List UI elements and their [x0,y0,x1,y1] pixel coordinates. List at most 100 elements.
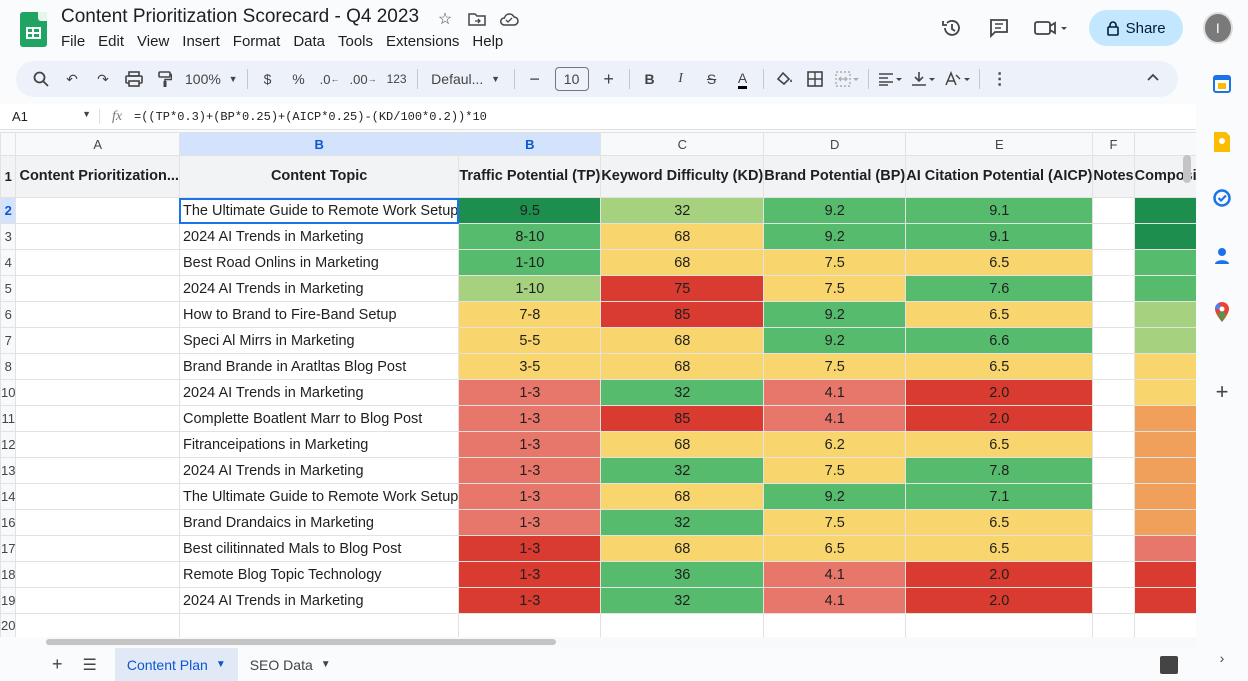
cell-aicp[interactable]: 2.0 [905,379,1094,406]
empty-cell[interactable] [600,613,765,637]
redo-icon[interactable]: ↷ [97,70,109,87]
cell-notes[interactable] [1092,457,1135,484]
cell-topic[interactable]: The Ultimate Guide to Remote Work Setup [178,483,460,510]
cell-notes[interactable] [1092,327,1135,354]
collapse-toolbar-icon[interactable] [1146,69,1160,85]
add-addon-icon[interactable]: + [1215,379,1229,404]
cell-a[interactable] [15,249,180,276]
name-box[interactable]: A1 ▼ [0,109,100,124]
header-cell-bp[interactable]: Brand Potential (BP) [763,155,907,198]
explore-icon[interactable] [1160,656,1178,674]
cell-cs[interactable]: 50.2 [1133,431,1196,458]
header-cell-tp[interactable]: Traffic Potential (TP) [458,155,602,198]
merge-cells-icon[interactable] [834,66,859,92]
increase-font-size-icon[interactable]: + [603,68,614,89]
cell-kd[interactable]: 68 [600,249,765,276]
row-number[interactable]: 17 [0,535,17,562]
cell-notes[interactable] [1092,249,1135,276]
cell-cs[interactable]: 66.6 [1133,353,1196,380]
menu-data[interactable]: Data [293,33,325,50]
cell-aicp[interactable]: 2.0 [905,561,1094,588]
print-icon[interactable] [123,66,145,92]
move-folder-icon[interactable] [466,8,488,30]
cell-tp[interactable]: 1-3 [458,379,602,406]
horizontal-scrollbar[interactable] [46,637,1196,647]
cell-notes[interactable] [1092,275,1135,302]
header-cell-a[interactable]: Content Prioritization... [15,155,180,198]
cell-bp[interactable]: 4.1 [763,405,907,432]
cell-bp[interactable]: 6.2 [763,431,907,458]
cell-bp[interactable]: 9.2 [763,327,907,354]
account-avatar[interactable]: I [1202,12,1234,44]
row-number[interactable]: 2 [0,197,17,224]
cloud-status-icon[interactable] [498,8,520,30]
cell-notes[interactable] [1092,483,1135,510]
version-history-icon[interactable] [940,15,964,41]
menu-insert[interactable]: Insert [182,33,220,50]
strikethrough-button[interactable]: S [706,71,717,87]
calendar-icon[interactable] [1212,74,1232,94]
header-cell-kd[interactable]: Keyword Difficulty (KD) [600,155,765,198]
empty-cell[interactable] [905,613,1094,637]
cell-kd[interactable]: 32 [600,379,765,406]
paint-format-icon[interactable] [154,66,176,92]
cell-a[interactable] [15,587,180,614]
zoom-select[interactable]: 100% ▼ [185,66,238,92]
cell-bp[interactable]: 7.5 [763,275,907,302]
menu-extensions[interactable]: Extensions [386,33,460,50]
font-family-select[interactable]: Defaul... ▼ [427,66,505,92]
cell-tp[interactable]: 7-8 [458,301,602,328]
cell-topic[interactable]: 2024 AI Trends in Marketing [178,587,460,614]
row-number[interactable]: 5 [0,275,17,302]
tab-content-plan[interactable]: Content Plan ▼ [114,648,238,681]
cell-topic[interactable]: Speci Al Mirrs in Marketing [178,327,460,354]
cell-topic[interactable]: Best cilitinnated Mals to Blog Post [178,535,460,562]
cell-a[interactable] [15,223,180,250]
cell-a[interactable] [15,197,180,224]
cell-cs[interactable]: 70.3 [1133,327,1196,354]
cell-aicp[interactable]: 2.0 [905,587,1094,614]
text-rotation-icon[interactable] [944,66,970,92]
header-cell-notes[interactable]: Notes [1092,155,1135,198]
cell-notes[interactable] [1092,561,1135,588]
cell-bp[interactable]: 4.1 [763,587,907,614]
select-all-corner[interactable] [0,132,17,156]
cell-topic[interactable]: Complette Boatlent Marr to Blog Post [178,405,460,432]
menu-format[interactable]: Format [232,33,281,50]
empty-cell[interactable] [1092,613,1135,637]
cell-tp[interactable]: 1-10 [458,275,602,302]
header-cell-topic[interactable]: Content Topic [178,155,460,198]
cell-topic[interactable]: 2024 AI Trends in Marketing [178,457,460,484]
cell-aicp[interactable]: 6.6 [905,327,1094,354]
more-options-icon[interactable]: ⋮ [991,71,1008,88]
row-number[interactable]: 16 [0,509,17,536]
vertical-scrollbar-thumb[interactable] [1183,155,1191,183]
spreadsheet-grid[interactable]: A B B C D E F G H 1 Content Prioritizati… [0,132,1196,637]
more-formats-button[interactable]: 123 [386,72,407,86]
text-color-button[interactable]: A [732,66,754,92]
empty-cell[interactable] [15,613,180,637]
row-number[interactable]: 3 [0,223,17,250]
cell-a[interactable] [15,405,180,432]
italic-button[interactable]: I [678,71,683,86]
cell-a[interactable] [15,301,180,328]
column-header[interactable]: C [600,132,765,156]
formula-input[interactable]: =((TP*0.3)+(BP*0.25)+(AICP*0.25)-(KD/100… [134,109,487,124]
empty-cell[interactable] [1133,613,1196,637]
cell-bp[interactable]: 9.2 [763,223,907,250]
cell-topic[interactable]: Brand Drandaics in Marketing [178,509,460,536]
cell-aicp[interactable]: 9.1 [905,197,1094,224]
cell-bp[interactable]: 9.2 [763,483,907,510]
cell-topic[interactable]: 2024 AI Trends in Marketing [178,275,460,302]
maps-icon[interactable] [1212,302,1232,322]
row-number[interactable]: 12 [0,431,17,458]
cell-tp[interactable]: 1-3 [458,587,602,614]
cell-aicp[interactable]: 6.5 [905,535,1094,562]
cell-bp[interactable]: 9.2 [763,197,907,224]
cell-aicp[interactable]: 7.6 [905,275,1094,302]
cell-cs[interactable]: 48.6 [1133,457,1196,484]
cell-notes[interactable] [1092,353,1135,380]
menu-help[interactable]: Help [472,33,504,50]
cell-a[interactable] [15,561,180,588]
cell-topic[interactable]: The Ultimate Guide to Remote Work Setup [178,197,460,224]
